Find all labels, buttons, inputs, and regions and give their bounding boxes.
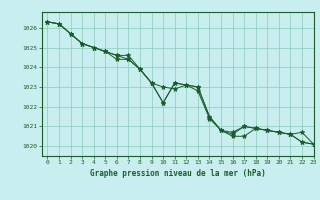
X-axis label: Graphe pression niveau de la mer (hPa): Graphe pression niveau de la mer (hPa) <box>90 169 266 178</box>
